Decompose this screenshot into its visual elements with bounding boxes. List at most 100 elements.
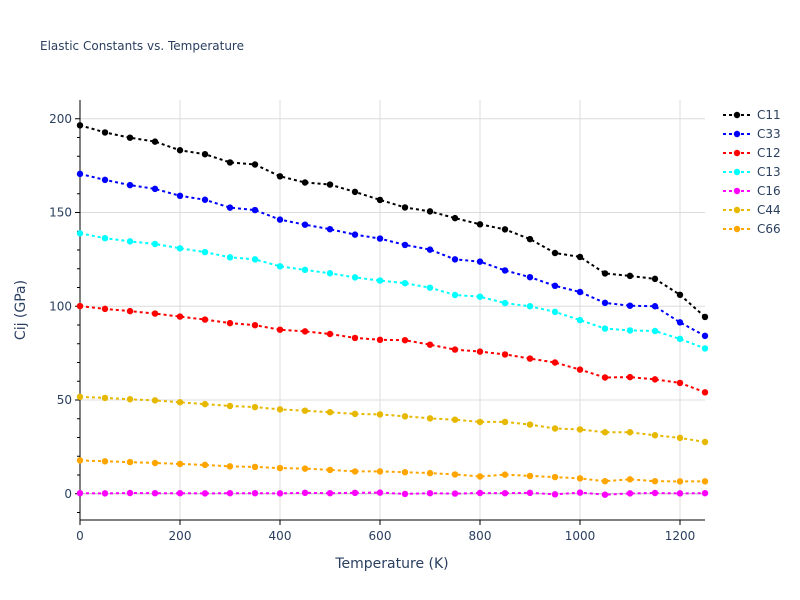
data-point-c33[interactable] [326, 225, 334, 233]
data-point-c66[interactable] [476, 473, 484, 480]
data-point-c66[interactable] [401, 468, 409, 476]
data-point-c66[interactable] [376, 468, 384, 475]
data-point-c16[interactable] [451, 490, 459, 497]
data-point-c13[interactable] [351, 274, 359, 281]
data-point-c13[interactable] [626, 327, 634, 334]
data-point-c16[interactable] [651, 489, 659, 497]
data-point-c13[interactable] [601, 325, 609, 332]
data-point-c66[interactable] [176, 460, 184, 468]
data-point-c11[interactable] [151, 138, 159, 145]
data-point-c66[interactable] [276, 464, 284, 472]
data-point-c33[interactable] [601, 299, 609, 307]
data-point-c16[interactable] [101, 490, 109, 497]
data-point-c33[interactable] [276, 216, 284, 223]
data-point-c11[interactable] [276, 173, 284, 180]
data-point-c11[interactable] [226, 159, 234, 166]
data-point-c11[interactable] [251, 161, 259, 168]
data-point-c11[interactable] [676, 291, 684, 299]
data-point-c44[interactable] [376, 411, 384, 418]
data-point-c12[interactable] [276, 326, 284, 333]
data-point-c11[interactable] [126, 134, 134, 141]
data-point-c33[interactable] [151, 185, 159, 193]
data-point-c11[interactable] [551, 249, 559, 257]
data-point-c66[interactable] [451, 471, 459, 478]
data-point-c16[interactable] [676, 490, 684, 497]
data-point-c16[interactable] [301, 489, 309, 497]
data-point-c16[interactable] [176, 489, 184, 497]
data-point-c33[interactable] [76, 170, 84, 178]
data-point-c66[interactable] [251, 463, 259, 471]
data-point-c33[interactable] [251, 206, 259, 214]
data-point-c13[interactable] [526, 303, 534, 310]
data-point-c11[interactable] [176, 147, 184, 154]
legend-item-c66[interactable]: C66 [723, 222, 781, 236]
data-point-c12[interactable] [526, 355, 534, 362]
data-point-c11[interactable] [401, 204, 409, 211]
data-point-c16[interactable] [201, 490, 209, 497]
data-point-c33[interactable] [651, 303, 659, 310]
data-point-c12[interactable] [176, 313, 184, 320]
data-point-c44[interactable] [501, 418, 509, 426]
data-point-c13[interactable] [651, 327, 659, 335]
data-point-c33[interactable] [701, 332, 709, 340]
data-point-c33[interactable] [401, 241, 409, 249]
legend-item-c12[interactable]: C12 [723, 146, 781, 160]
data-point-c66[interactable] [601, 477, 609, 485]
data-point-c44[interactable] [226, 402, 234, 410]
data-point-c12[interactable] [451, 346, 459, 353]
data-point-c33[interactable] [126, 181, 134, 189]
data-point-c13[interactable] [451, 291, 459, 299]
data-point-c44[interactable] [426, 415, 434, 422]
data-point-c13[interactable] [701, 345, 709, 352]
legend-item-c11[interactable]: C11 [723, 108, 781, 122]
data-point-c13[interactable] [676, 335, 684, 343]
data-point-c13[interactable] [426, 284, 434, 291]
data-point-c33[interactable] [626, 302, 634, 309]
data-point-c12[interactable] [151, 310, 159, 317]
data-point-c16[interactable] [626, 490, 634, 497]
data-point-c66[interactable] [101, 458, 109, 465]
data-point-c12[interactable] [101, 305, 109, 313]
data-point-c44[interactable] [326, 408, 334, 416]
data-point-c33[interactable] [226, 204, 234, 211]
data-point-c44[interactable] [551, 425, 559, 432]
data-point-c12[interactable] [351, 334, 359, 342]
data-point-c13[interactable] [251, 256, 259, 263]
data-point-c11[interactable] [501, 226, 509, 233]
data-point-c44[interactable] [176, 399, 184, 406]
data-point-c66[interactable] [651, 477, 659, 485]
data-point-c44[interactable] [201, 400, 209, 408]
data-point-c66[interactable] [551, 473, 559, 481]
data-point-c66[interactable] [426, 469, 434, 477]
legend-item-c13[interactable]: C13 [723, 165, 781, 179]
data-point-c33[interactable] [451, 256, 459, 263]
data-point-c33[interactable] [351, 231, 359, 238]
data-point-c66[interactable] [676, 478, 684, 485]
data-point-c11[interactable] [451, 214, 459, 222]
data-point-c13[interactable] [476, 293, 484, 300]
data-point-c33[interactable] [201, 196, 209, 203]
data-point-c66[interactable] [151, 459, 159, 467]
data-point-c16[interactable] [401, 490, 409, 498]
data-point-c44[interactable] [651, 432, 659, 439]
data-point-c16[interactable] [501, 489, 509, 497]
data-point-c66[interactable] [351, 468, 359, 475]
data-point-c13[interactable] [126, 238, 134, 245]
data-point-c12[interactable] [126, 307, 134, 315]
data-point-c66[interactable] [501, 471, 509, 478]
data-point-c11[interactable] [426, 208, 434, 215]
data-point-c11[interactable] [476, 221, 484, 228]
data-point-c44[interactable] [626, 429, 634, 436]
data-point-c13[interactable] [276, 263, 284, 270]
data-point-c44[interactable] [476, 418, 484, 426]
data-point-c16[interactable] [251, 489, 259, 497]
data-point-c33[interactable] [576, 288, 584, 296]
data-point-c16[interactable] [126, 489, 134, 497]
data-point-c16[interactable] [526, 489, 534, 497]
legend-item-c33[interactable]: C33 [723, 127, 781, 141]
data-point-c66[interactable] [326, 466, 334, 474]
data-point-c44[interactable] [251, 403, 259, 411]
data-point-c12[interactable] [576, 366, 584, 373]
data-point-c16[interactable] [276, 490, 284, 497]
data-point-c33[interactable] [551, 282, 559, 290]
